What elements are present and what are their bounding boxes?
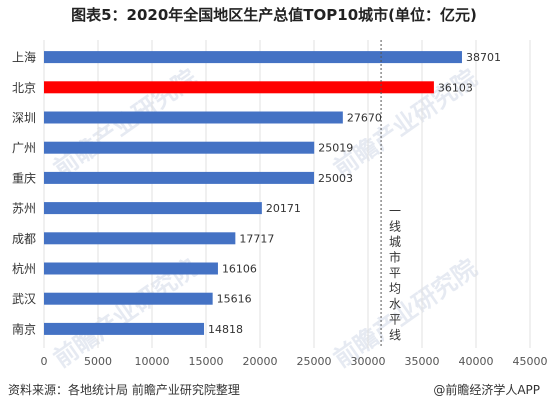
category-label: 北京 bbox=[12, 81, 36, 95]
source-note: 资料来源：各地统计局 前瞻产业研究院整理 bbox=[8, 383, 240, 397]
x-tick-label: 35000 bbox=[405, 355, 440, 368]
x-tick-label: 15000 bbox=[189, 355, 224, 368]
value-label: 15616 bbox=[217, 293, 252, 306]
value-label: 27670 bbox=[347, 112, 382, 125]
bar-4 bbox=[44, 171, 315, 184]
bar-9 bbox=[44, 322, 205, 335]
value-label: 36103 bbox=[438, 81, 473, 94]
value-label: 20171 bbox=[266, 202, 301, 215]
reference-line-layer: 一线城市平均水平线 bbox=[380, 40, 401, 348]
x-tick-label: 10000 bbox=[135, 355, 170, 368]
x-tick-label: 20000 bbox=[243, 355, 278, 368]
category-label: 重庆 bbox=[12, 171, 36, 185]
category-label: 广州 bbox=[12, 141, 36, 155]
bar-3 bbox=[44, 141, 315, 154]
category-label: 深圳 bbox=[12, 111, 36, 125]
value-label: 14818 bbox=[208, 323, 243, 336]
chart-title: 图表5：2020年全国地区生产总值TOP10城市(单位：亿元) bbox=[71, 6, 477, 24]
x-tick-label: 0 bbox=[41, 355, 48, 368]
bar-5 bbox=[44, 202, 262, 215]
bar-2 bbox=[44, 111, 343, 124]
category-label: 武汉 bbox=[12, 292, 36, 306]
bar-8 bbox=[44, 292, 213, 305]
category-label: 南京 bbox=[12, 321, 36, 336]
category-label: 成都 bbox=[12, 232, 36, 246]
tick-labels-layer: 上海 38701 北京 36103 深圳 27670 广州 25019 重庆 25003 苏州 201… bbox=[12, 50, 548, 368]
value-label: 38701 bbox=[466, 51, 501, 64]
x-tick-label: 40000 bbox=[459, 355, 494, 368]
bar-6 bbox=[44, 232, 236, 245]
brand-credit: @前瞻经济学人APP bbox=[433, 383, 540, 397]
bars-layer bbox=[44, 51, 462, 335]
value-label: 16106 bbox=[222, 263, 257, 276]
reference-line-label: 一线城市平均水平线 bbox=[389, 204, 401, 342]
category-label: 苏州 bbox=[12, 202, 36, 216]
x-tick-label: 5000 bbox=[84, 355, 112, 368]
x-tick-label: 45000 bbox=[513, 355, 548, 368]
bar-0 bbox=[44, 51, 462, 64]
x-tick-label: 25000 bbox=[297, 355, 332, 368]
value-label: 25019 bbox=[318, 142, 353, 155]
value-label: 25003 bbox=[318, 172, 353, 185]
x-tick-label: 30000 bbox=[351, 355, 386, 368]
category-label: 杭州 bbox=[12, 261, 36, 276]
category-label: 上海 bbox=[12, 50, 36, 65]
bar-1 bbox=[44, 81, 434, 94]
bar-7 bbox=[44, 262, 218, 275]
value-label: 17717 bbox=[239, 232, 274, 245]
